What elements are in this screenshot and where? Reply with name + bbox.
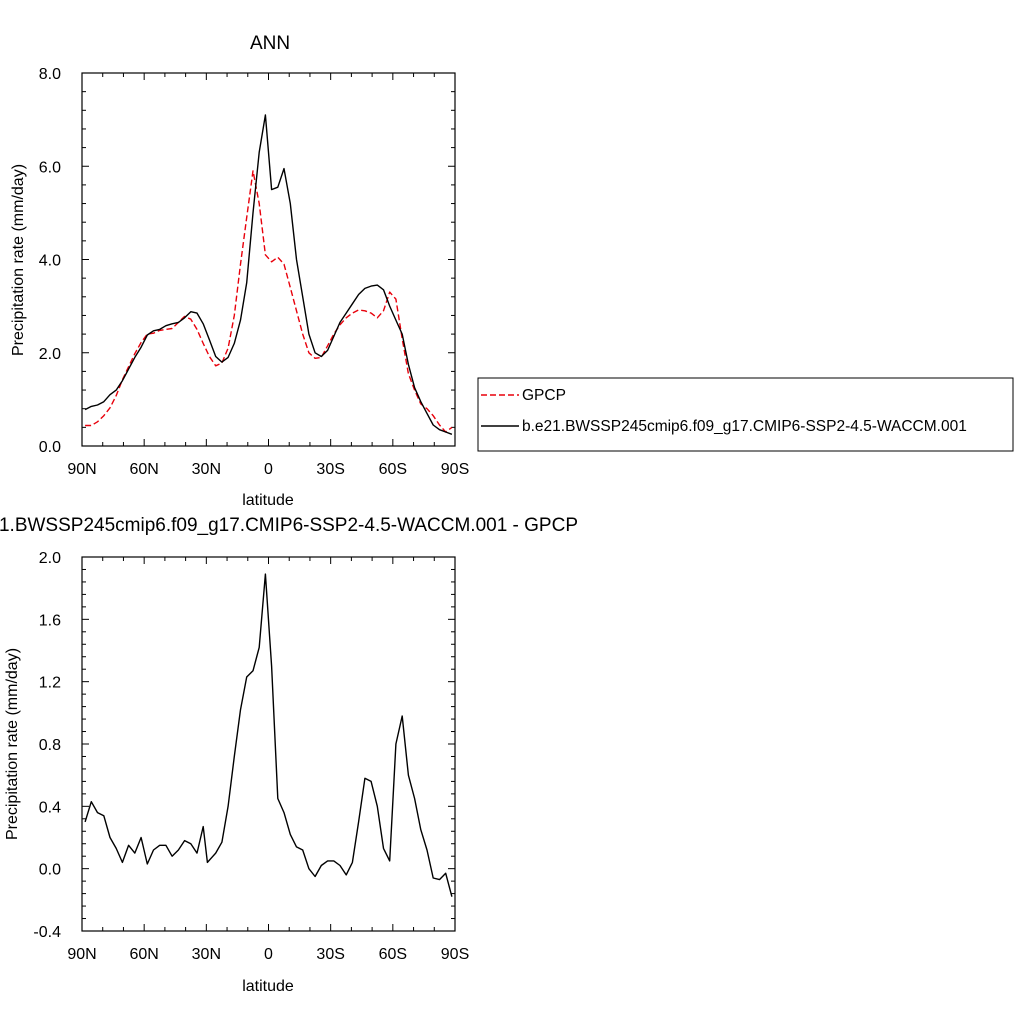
top-panel: ANN Precipitation rate (mm/day) latitude… (10, 33, 469, 509)
top-series-line-0 (85, 170, 453, 433)
top-x-tick-label: 90N (67, 461, 96, 478)
bottom-x-tick-label: 90S (441, 946, 469, 963)
top-x-tick-label: 90S (441, 461, 469, 478)
bottom-panel-series (84, 573, 453, 897)
bottom-y-tick-label: -0.4 (33, 924, 61, 941)
legend-label-model: b.e21.BWSSP245cmip6.f09_g17.CMIP6-SSP2-4… (522, 418, 967, 435)
top-x-tick-label: 0 (264, 461, 273, 478)
legend: GPCP b.e21.BWSSP245cmip6.f09_g17.CMIP6-S… (477, 377, 1014, 452)
top-panel-plot-frame (81, 72, 456, 447)
top-x-tick-label: 30S (316, 461, 344, 478)
top-panel-series (84, 114, 453, 435)
top-panel-title: ANN (250, 33, 290, 54)
legend-label-gpcp: GPCP (522, 387, 566, 404)
bottom-y-tick-label: 0.0 (39, 862, 61, 879)
top-y-tick-label: 4.0 (39, 253, 61, 270)
bottom-y-tick-label: 0.8 (39, 737, 61, 754)
bottom-x-tick-label: 60S (379, 946, 407, 963)
bottom-x-tick-label: 60N (129, 946, 158, 963)
top-x-tick-label: 60N (129, 461, 158, 478)
bottom-x-tick-label: 90N (67, 946, 96, 963)
top-y-tick-label: 0.0 (39, 439, 61, 456)
bottom-x-tick-label: 0 (264, 946, 273, 963)
bottom-y-tick-label: 1.2 (39, 675, 61, 692)
bottom-panel-y-axis-label: Precipitation rate (mm/day) (4, 648, 21, 840)
top-y-tick-label: 2.0 (39, 346, 61, 363)
top-panel-x-axis-label: latitude (242, 492, 294, 509)
bottom-y-tick-label: 2.0 (39, 550, 61, 567)
bottom-panel-title: b.e21.BWSSP245cmip6.f09_g17.CMIP6-SSP2-4… (0, 515, 578, 536)
bottom-x-tick-label: 30N (192, 946, 221, 963)
bottom-panel-ticks: 90N 60N 30N 0 30S 60S 90S -0.4 0.0 0.4 0.8 1.2 1.6 2.… (33, 550, 469, 963)
bottom-panel-x-axis-label: latitude (242, 978, 294, 995)
bottom-series-line-0 (84, 573, 453, 897)
bottom-y-tick-label: 0.4 (39, 799, 61, 816)
top-panel-y-axis-label: Precipitation rate (mm/day) (10, 164, 27, 356)
top-series-line-1 (84, 114, 453, 435)
top-x-tick-label: 30N (192, 461, 221, 478)
top-panel-ticks: 90N 60N 30N 0 30S 60S 90S 0.0 2.0 4.0 6.0 8.0 (39, 66, 469, 478)
bottom-panel: b.e21.BWSSP245cmip6.f09_g17.CMIP6-SSP2-4… (0, 515, 578, 995)
top-x-tick-label: 60S (379, 461, 407, 478)
bottom-x-tick-label: 30S (316, 946, 344, 963)
top-y-tick-label: 8.0 (39, 66, 61, 83)
top-y-tick-label: 6.0 (39, 159, 61, 176)
bottom-y-tick-label: 1.6 (39, 612, 61, 629)
legend-box (477, 377, 1014, 452)
